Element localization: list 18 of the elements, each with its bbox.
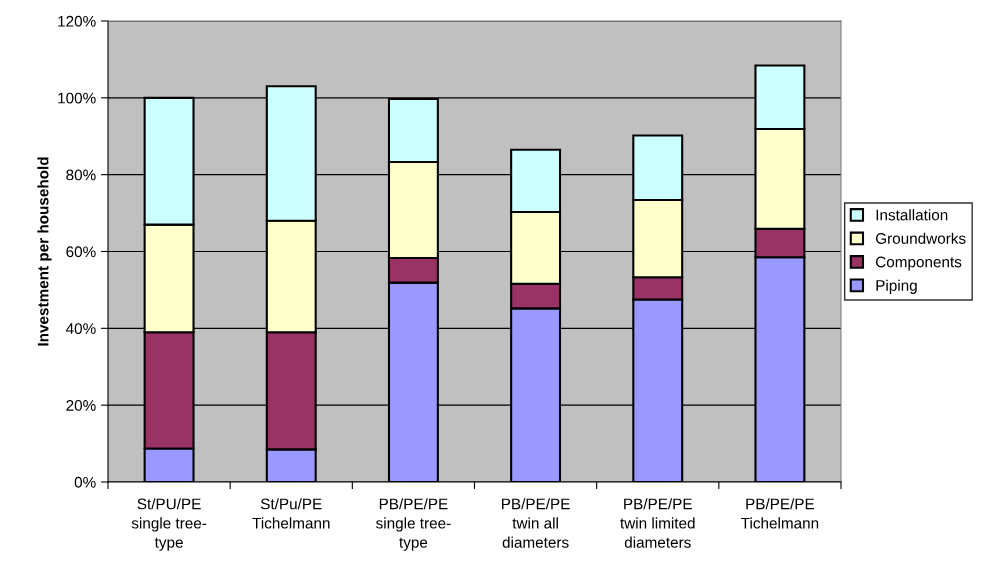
x-tick-label: St/PU/PE single tree- type: [131, 498, 207, 551]
y-tick-label: 40%: [65, 323, 96, 335]
y-tick-label: 80%: [66, 169, 96, 181]
y-tick-label: 100%: [58, 92, 96, 104]
x-tick-label: PB/PE/PE single tree- type: [376, 498, 451, 551]
y-tick-label: 20%: [66, 400, 96, 411]
y-tick-label: 0%: [74, 476, 96, 488]
x-tick-label: PB/PE/PE twin all diameters: [502, 498, 570, 548]
legend-label: Installation: [876, 209, 948, 221]
x-tick-label: PB/PE/PE twin limited diameters: [620, 498, 695, 548]
y-tick-label: 60%: [66, 246, 96, 258]
legend-label: Piping: [876, 279, 917, 294]
legend-label: Components: [876, 256, 962, 271]
x-tick-label: PB/PE/PE Tichelmann: [741, 498, 819, 529]
y-tick-label: 120%: [58, 15, 96, 27]
x-tick-label: St/Pu/PE Tichelmann: [252, 498, 330, 529]
legend-label: Groundworks: [875, 232, 966, 244]
y-axis-title: Investment per household: [37, 157, 52, 346]
